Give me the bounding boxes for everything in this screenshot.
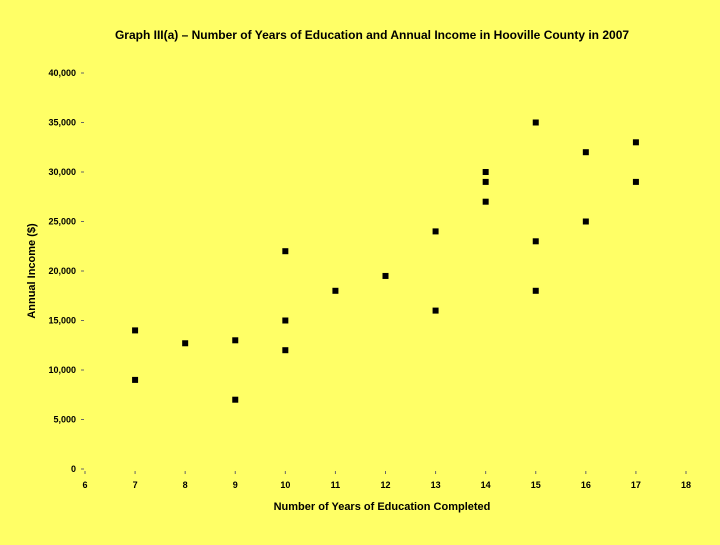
x-tick-label: 6 xyxy=(82,480,87,490)
x-tick-label: 10 xyxy=(280,480,290,490)
data-point xyxy=(482,198,489,205)
y-tick-label: 35,000 xyxy=(48,118,76,128)
data-point xyxy=(582,149,589,156)
y-tick-label: 40,000 xyxy=(48,68,76,78)
x-tick-label: 14 xyxy=(481,480,491,490)
y-tick-label: 10,000 xyxy=(48,365,76,375)
data-point xyxy=(482,178,489,185)
data-point xyxy=(432,228,439,235)
x-tick-label: 15 xyxy=(531,480,541,490)
y-tick-label: 20,000 xyxy=(48,266,76,276)
x-tick-label: 17 xyxy=(631,480,641,490)
data-point xyxy=(182,340,189,347)
data-point xyxy=(432,307,439,314)
y-tick-label: 30,000 xyxy=(48,167,76,177)
y-tick-label: 5,000 xyxy=(53,415,76,425)
data-point xyxy=(132,376,139,383)
data-point xyxy=(132,327,139,334)
x-tick-label: 9 xyxy=(233,480,238,490)
data-point xyxy=(532,287,539,294)
data-point xyxy=(482,169,489,175)
data-point xyxy=(532,119,539,126)
data-point xyxy=(332,287,339,294)
data-points xyxy=(132,119,639,403)
data-point xyxy=(382,272,389,279)
y-tick-label: 25,000 xyxy=(48,217,76,227)
y-tick-label: 0 xyxy=(71,464,76,474)
data-point xyxy=(632,139,639,146)
x-tick-label: 16 xyxy=(581,480,591,490)
data-point xyxy=(282,248,289,255)
x-tick-label: 18 xyxy=(681,480,691,490)
x-axis-ticks: 6 7 8 9 10 11 12 13 14 15 16 17 18 xyxy=(82,471,691,490)
data-point xyxy=(532,238,539,245)
x-tick-label: 7 xyxy=(133,480,138,490)
data-point xyxy=(232,337,239,344)
y-axis-label: Annual Income ($) xyxy=(26,223,38,319)
y-tick-label: 15,000 xyxy=(48,316,76,326)
x-tick-label: 8 xyxy=(183,480,188,490)
x-axis-label: Number of Years of Education Completed xyxy=(274,501,491,513)
data-point xyxy=(582,218,589,225)
x-tick-label: 11 xyxy=(331,480,341,490)
data-point xyxy=(632,178,639,185)
x-tick-label: 12 xyxy=(380,480,390,490)
data-point xyxy=(232,396,239,403)
y-axis-ticks: 0 5,000 10,000 15,000 20,000 25,000 30,000 35,0… xyxy=(48,68,84,474)
x-tick-label: 13 xyxy=(431,480,441,490)
chart-title: Graph III(a) – Number of Years of Educat… xyxy=(115,28,629,42)
data-point xyxy=(282,317,289,324)
data-point xyxy=(282,347,289,354)
